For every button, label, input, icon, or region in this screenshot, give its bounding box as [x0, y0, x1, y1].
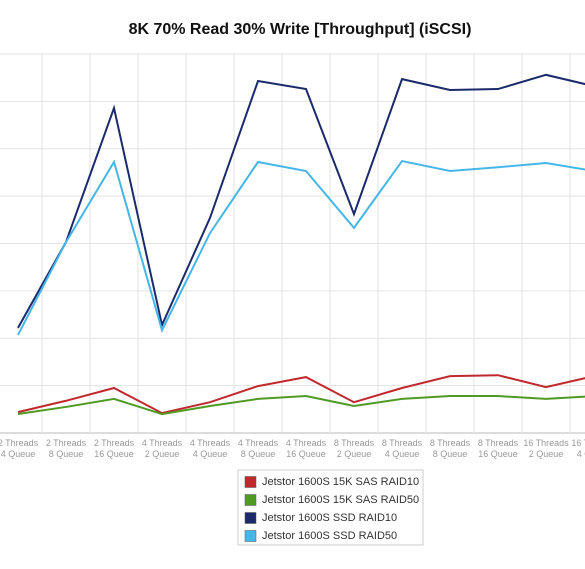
- x-tick-label: 2 Threads 4 Queue: [0, 438, 39, 459]
- chart-title: 8K 70% Read 30% Write [Throughput] (iSCS…: [129, 21, 472, 38]
- legend-box: [237, 469, 424, 546]
- x-tick-label: 2 Threads 16 Queue: [94, 438, 135, 459]
- x-tick-label: 4 Threads 2 Queue: [142, 438, 183, 459]
- legend-label: Jetstor 1600S SSD RAID50: [262, 530, 397, 542]
- legend-swatch: [244, 494, 257, 506]
- series-line: [17, 73, 585, 329]
- x-tick-label: 4 Threads 16 Queue: [286, 438, 327, 459]
- legend-label: Jetstor 1600S SSD RAID10: [262, 512, 397, 524]
- series-line: [17, 159, 585, 336]
- x-tick-label: 2 Threads 8 Queue: [46, 438, 87, 459]
- legend-label: Jetstor 1600S 15K SAS RAID10: [262, 476, 419, 488]
- x-tick-label: 8 Threads 8 Queue: [430, 438, 471, 459]
- x-tick-label: 4 Threads 8 Queue: [238, 438, 279, 459]
- x-tick-label: 4 Threads 4 Queue: [190, 438, 231, 459]
- legend-swatch: [244, 512, 257, 524]
- legend-label: Jetstor 1600S 15K SAS RAID50: [262, 494, 419, 506]
- x-tick-label: 16 Threads 2 Queue: [523, 438, 569, 459]
- series-line: [17, 374, 585, 415]
- x-tick-label: 8 Threads 2 Queue: [334, 438, 375, 459]
- x-tick-label: 8 Threads 16 Queue: [478, 438, 519, 459]
- x-tick-label: 8 Threads 4 Queue: [382, 438, 423, 459]
- legend-swatch: [244, 530, 257, 542]
- legend-swatch: [244, 476, 257, 488]
- series-line: [17, 395, 585, 416]
